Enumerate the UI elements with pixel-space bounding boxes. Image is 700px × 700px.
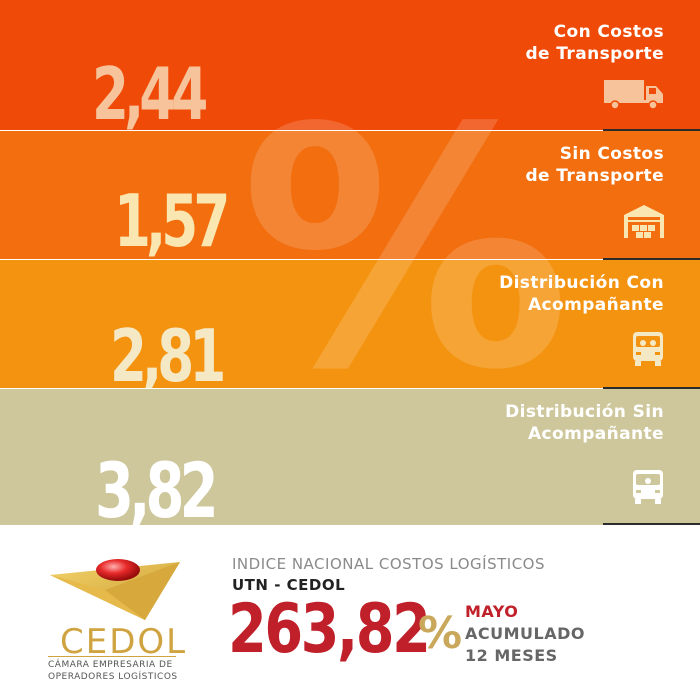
band-label: Sin Costos de Transporte — [525, 143, 664, 187]
van-icon — [632, 331, 664, 371]
footer-panel — [0, 525, 700, 700]
truck-icon — [603, 78, 665, 114]
band-value: 1,57 — [114, 179, 230, 259]
band-value: 2,81 — [110, 314, 226, 388]
band-distribucion-con-acompanante: 2,81 Distribución Con Acompañante — [0, 260, 700, 388]
band-label-line2: Acompañante — [527, 295, 664, 315]
van-icon — [632, 469, 664, 509]
band-divider — [603, 387, 700, 389]
logo-subtitle-line1: CÁMARA EMPRESARIA DE — [48, 660, 173, 670]
month-label: MAYO — [465, 602, 519, 621]
band-value: 3,82 — [95, 446, 219, 526]
band-label-line2: de Transporte — [525, 166, 664, 186]
band-con-costos-transporte: 2,44 Con Costos de Transporte — [0, 0, 700, 130]
band-distribucion-sin-acompanante: 3,82 Distribución Sin Acompañante — [0, 389, 700, 525]
warehouse-icon — [622, 203, 666, 243]
band-label: Distribución Con Acompañante — [499, 272, 664, 316]
logo-divider — [48, 656, 176, 657]
logo-name: CEDOL — [60, 622, 188, 662]
total-value: 263,82 — [228, 590, 431, 669]
cedol-logo-icon — [45, 550, 185, 629]
period-line2: 12 MESES — [465, 646, 558, 665]
band-label: Distribución Sin Acompañante — [505, 401, 664, 445]
footer-title: INDICE NACIONAL COSTOS LOGÍSTICOS — [232, 555, 546, 573]
band-value: 2,44 — [92, 52, 208, 130]
band-label: Con Costos de Transporte — [525, 21, 664, 65]
band-divider — [603, 129, 700, 131]
band-label-line1: Con Costos — [553, 22, 664, 42]
band-label-line1: Distribución Con — [499, 273, 664, 293]
total-percent-symbol: % — [418, 608, 463, 659]
band-label-line2: Acompañante — [527, 424, 664, 444]
band-divider — [603, 523, 700, 525]
band-divider — [603, 258, 700, 260]
logo-subtitle-line2: OPERADORES LOGÍSTICOS — [48, 672, 178, 682]
period-line1: ACUMULADO — [465, 624, 585, 643]
band-label-line2: de Transporte — [525, 44, 664, 64]
band-label-line1: Distribución Sin — [505, 402, 664, 422]
band-label-line1: Sin Costos — [559, 144, 664, 164]
footer-subtitle: UTN - CEDOL — [232, 576, 346, 594]
band-sin-costos-transporte: 1,57 Sin Costos de Transporte — [0, 131, 700, 259]
